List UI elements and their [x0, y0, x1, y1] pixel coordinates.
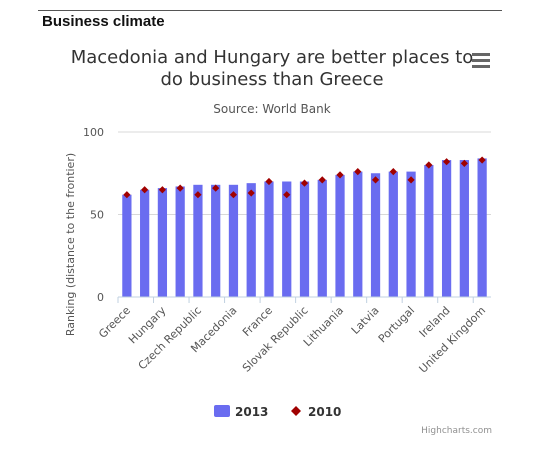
- marker-2010-20: [478, 156, 486, 164]
- marker-2010-14: [371, 176, 380, 184]
- marker-2010-5: [212, 184, 220, 192]
- x-label-czech-republic: Czech Republic: [136, 304, 204, 372]
- legend-label-2013: 2013: [235, 405, 268, 419]
- marker-2010-8: [265, 177, 273, 186]
- chart-subtitle: Source: World Bank: [213, 102, 330, 116]
- legend-marker-2010: [291, 406, 301, 416]
- bar-2013-3: [175, 186, 185, 297]
- marker-2010-13: [354, 168, 362, 176]
- section-title: Business climate: [42, 13, 165, 30]
- marker-2010-7: [247, 189, 255, 197]
- bar-2013-16: [406, 171, 416, 297]
- series-2010-markers: [123, 156, 486, 199]
- marker-2010-11: [318, 176, 326, 184]
- x-label-united-kingdom: United Kingdom: [417, 304, 489, 376]
- x-label-france: France: [240, 304, 275, 339]
- bar-2013-4: [193, 184, 203, 297]
- y-tick-label-100: 100: [83, 126, 104, 139]
- legend-swatch-2013: [214, 405, 230, 417]
- bar-2013-19: [459, 160, 469, 297]
- bar-2013-8: [264, 181, 274, 297]
- legend-item-2013[interactable]: 2013: [214, 405, 268, 419]
- marker-2010-6: [229, 191, 238, 199]
- credits-link[interactable]: Highcharts.com: [421, 426, 492, 436]
- y-axis-ticks: 0 50 100: [83, 126, 104, 304]
- x-label-latvia: Latvia: [349, 304, 382, 337]
- bar-2013-15: [388, 171, 398, 297]
- bar-2013-20: [477, 158, 487, 297]
- hamburger-menu-icon[interactable]: [470, 50, 492, 70]
- bar-2013-18: [441, 160, 452, 297]
- marker-2010-15: [389, 168, 397, 176]
- marker-2010-4: [194, 191, 202, 199]
- marker-2010-1: [141, 186, 149, 194]
- bar-2013-14: [370, 173, 381, 297]
- x-label-portugal: Portugal: [376, 304, 417, 345]
- y-tick-label-0: 0: [97, 291, 104, 304]
- chart-title-line-1: Macedonia and Hungary are better places …: [71, 47, 474, 68]
- marker-2010-3: [176, 184, 184, 192]
- marker-2010-2: [158, 186, 167, 194]
- x-label-slovak-republic: Slovak Republic: [240, 304, 311, 375]
- bar-2013-6: [228, 184, 239, 297]
- bar-2013-11: [317, 179, 327, 297]
- bar-2013-5: [211, 184, 221, 297]
- marker-2010-10: [300, 179, 309, 187]
- bar-2013-1: [140, 189, 150, 297]
- bar-2013-9: [282, 181, 292, 297]
- marker-2010-17: [425, 161, 433, 169]
- chart-title-line-2: do business than Greece: [160, 69, 383, 90]
- top-divider: [38, 10, 502, 11]
- legend: 2013 2010: [214, 405, 341, 419]
- marker-2010-18: [442, 158, 451, 166]
- marker-2010-19: [460, 159, 468, 167]
- bar-2013-13: [353, 171, 363, 297]
- series-2013-bars: [122, 158, 487, 297]
- bar-2013-10: [299, 181, 310, 297]
- bar-2013-12: [335, 174, 345, 297]
- legend-item-2010[interactable]: 2010: [291, 405, 341, 419]
- marker-2010-9: [283, 191, 291, 199]
- marker-2010-12: [336, 171, 344, 179]
- y-axis-title: Ranking (distance to the frontier): [64, 153, 77, 336]
- legend-label-2010: 2010: [308, 405, 341, 419]
- bar-2013-17: [424, 165, 434, 297]
- bar-2013-7: [246, 183, 256, 297]
- bar-2013-2: [157, 188, 168, 297]
- marker-2010-0: [123, 191, 131, 199]
- x-axis-ticks: [117, 297, 474, 303]
- y-tick-label-50: 50: [90, 209, 104, 222]
- bar-2013-0: [122, 194, 132, 297]
- marker-2010-16: [407, 176, 415, 184]
